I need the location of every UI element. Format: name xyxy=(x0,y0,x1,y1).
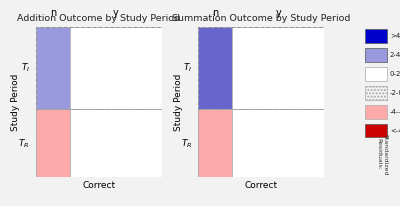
Text: Study Period: Study Period xyxy=(11,73,20,131)
Bar xyxy=(232,27,324,110)
Bar xyxy=(198,27,324,110)
Bar xyxy=(36,27,162,110)
Text: <-4: <-4 xyxy=(390,128,400,134)
Bar xyxy=(70,27,162,110)
Text: y: y xyxy=(276,8,281,18)
Text: $T_R$: $T_R$ xyxy=(181,137,192,150)
Bar xyxy=(36,27,70,110)
Text: -2-0: -2-0 xyxy=(390,90,400,96)
Bar xyxy=(198,110,232,177)
Text: n: n xyxy=(212,8,218,18)
Bar xyxy=(198,110,324,177)
Title: Summation Outcome by Study Period: Summation Outcome by Study Period xyxy=(172,14,350,23)
Text: $T_I$: $T_I$ xyxy=(183,62,192,74)
Title: Addition Outcome by Study Period: Addition Outcome by Study Period xyxy=(18,14,180,23)
X-axis label: Correct: Correct xyxy=(245,181,278,190)
Bar xyxy=(36,110,162,177)
Bar xyxy=(70,110,162,177)
Bar xyxy=(198,27,232,110)
Text: -4--2: -4--2 xyxy=(390,109,400,115)
Text: $T_I$: $T_I$ xyxy=(20,62,30,74)
Bar xyxy=(36,110,70,177)
Text: 2-4: 2-4 xyxy=(390,52,400,58)
Text: >4: >4 xyxy=(390,33,400,39)
Text: y: y xyxy=(113,8,119,18)
Text: 0-2: 0-2 xyxy=(390,71,400,77)
Bar xyxy=(232,110,324,177)
Text: $T_R$: $T_R$ xyxy=(18,137,30,150)
Text: n: n xyxy=(50,8,56,18)
X-axis label: Correct: Correct xyxy=(82,181,116,190)
Text: Standardized
Residuals:: Standardized Residuals: xyxy=(376,134,387,175)
Text: Study Period: Study Period xyxy=(174,73,183,131)
